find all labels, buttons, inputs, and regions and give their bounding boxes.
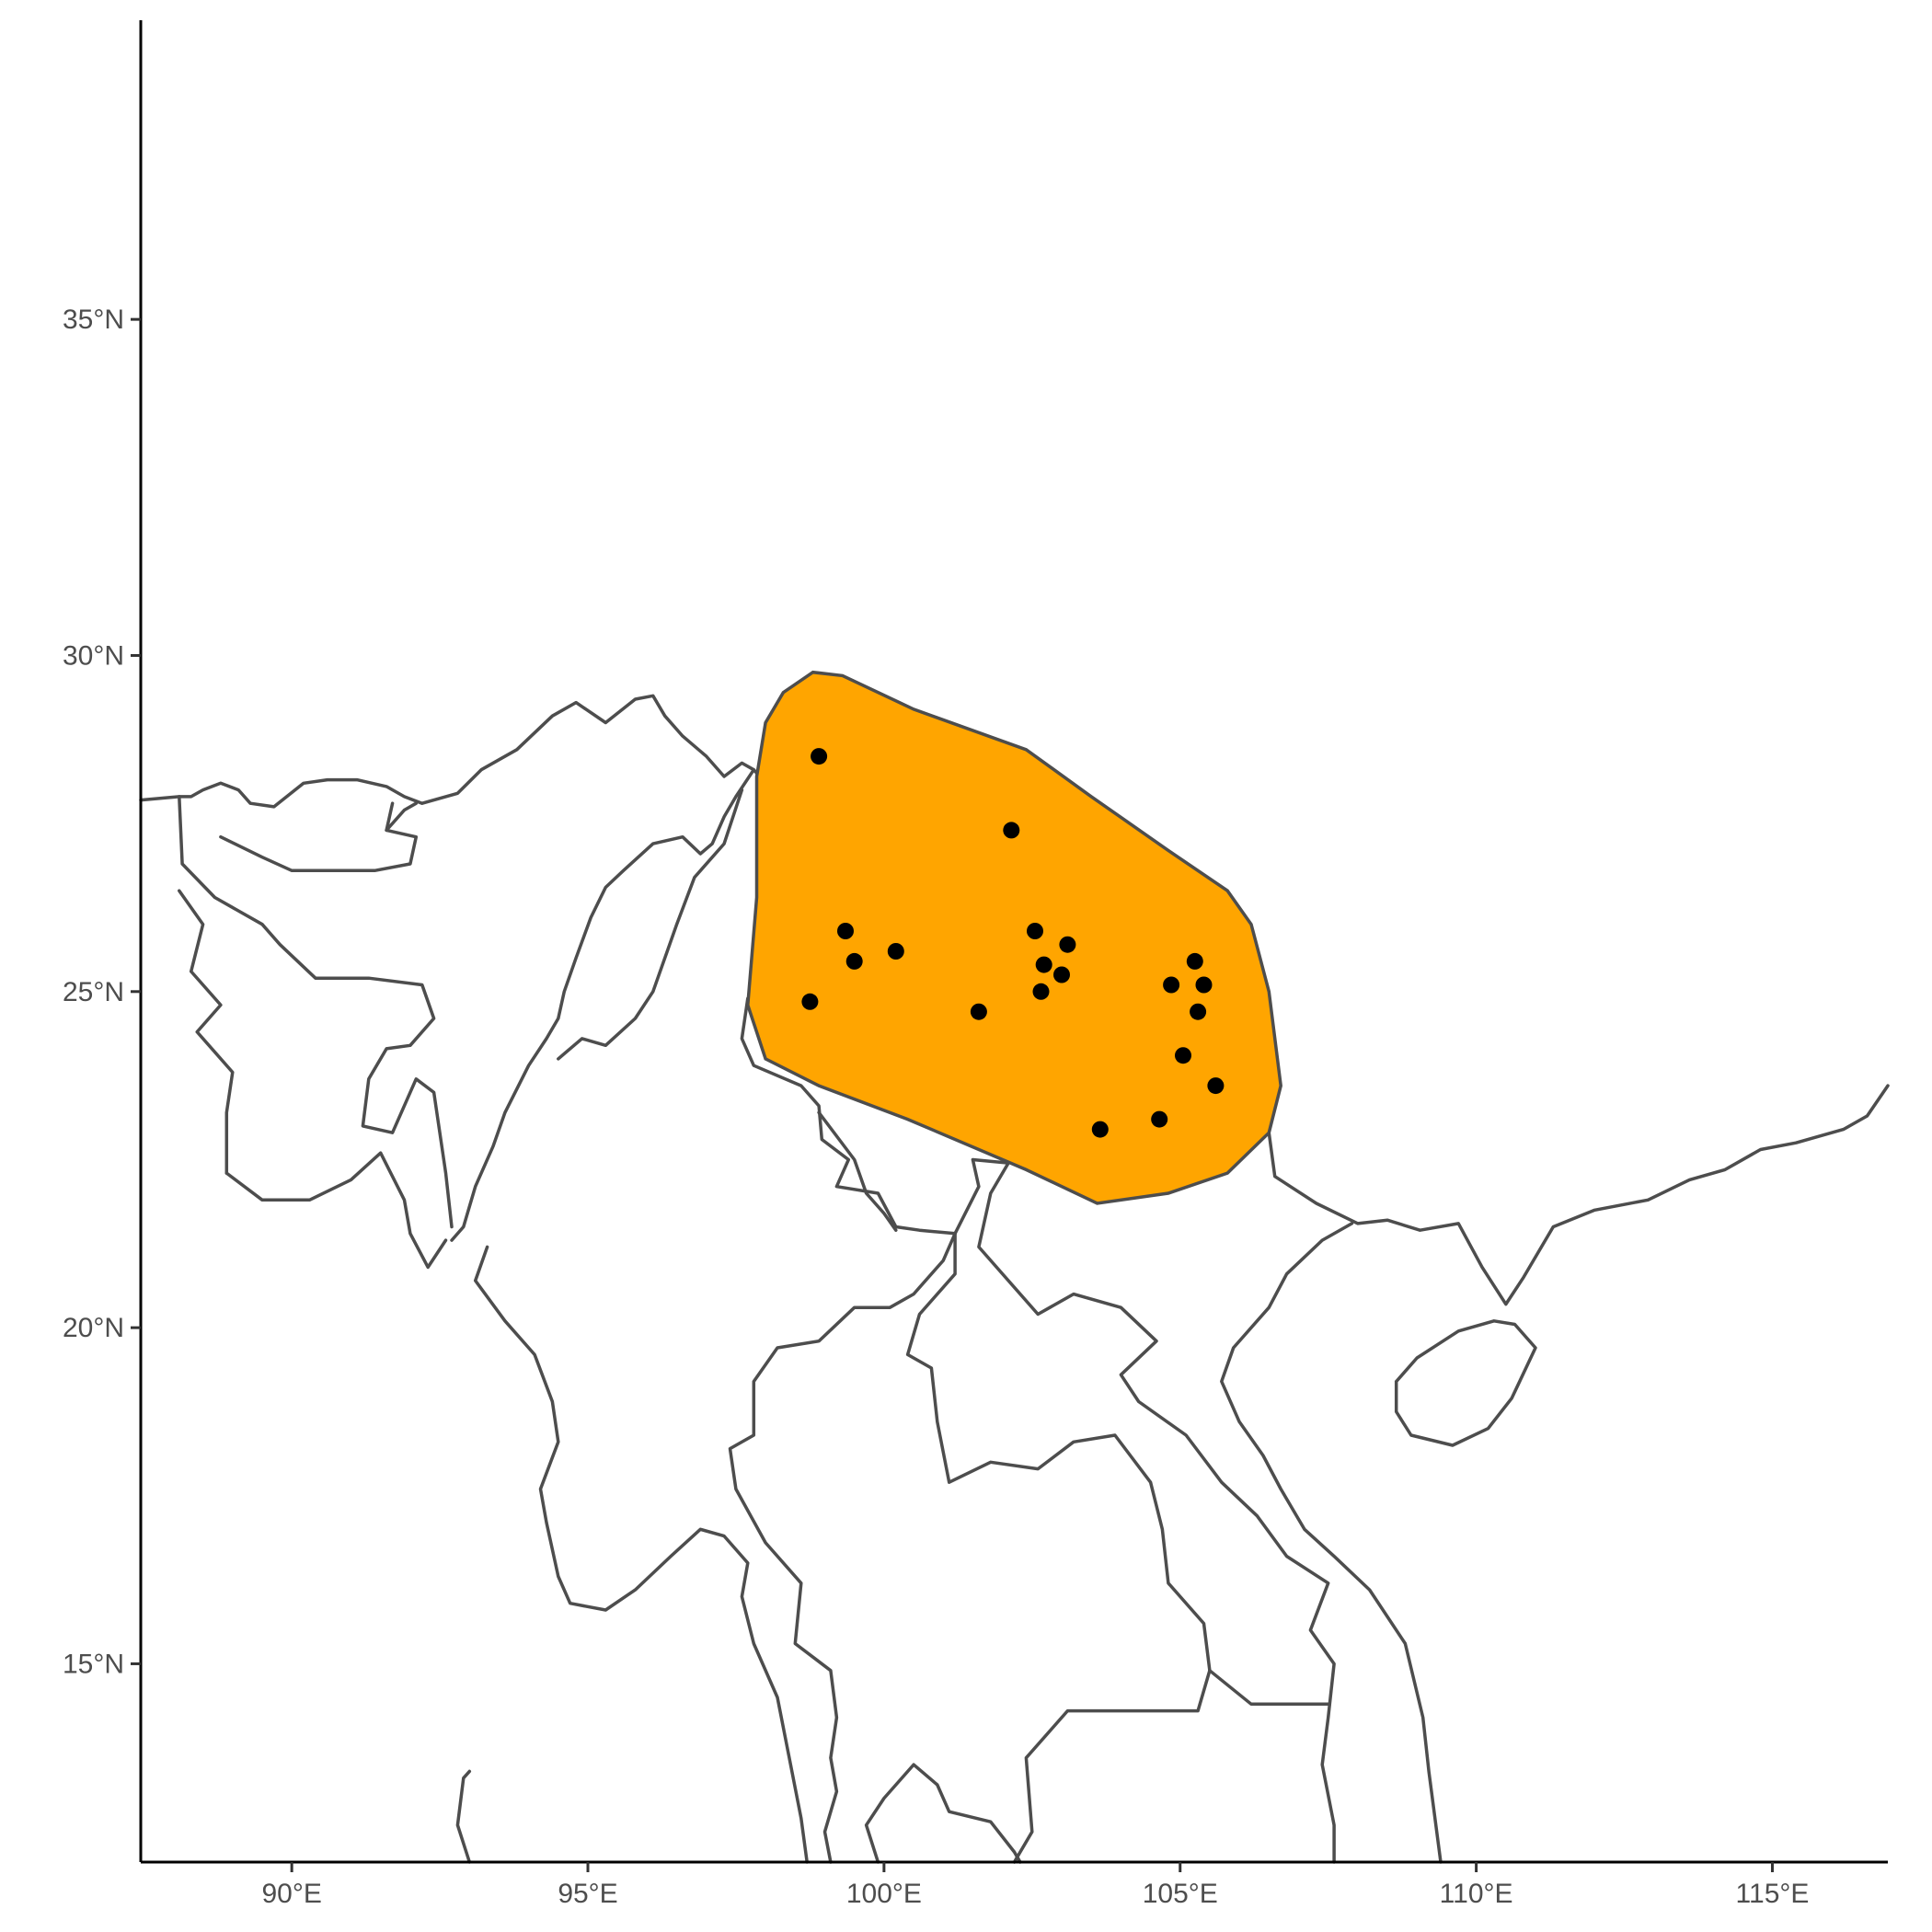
occurrence-point bbox=[1195, 976, 1213, 994]
occurrence-point bbox=[1059, 936, 1076, 953]
country-border bbox=[557, 788, 744, 1061]
country-border bbox=[728, 1232, 957, 1864]
y-tick-label: 25°N bbox=[63, 977, 124, 1007]
occurrence-point bbox=[1186, 952, 1203, 970]
country-border bbox=[905, 1232, 1212, 1864]
occurrence-point bbox=[845, 952, 863, 970]
coastline bbox=[1220, 1222, 1443, 1864]
y-tick-label: 20°N bbox=[63, 1313, 124, 1343]
coastline bbox=[139, 694, 756, 1242]
y-tick-label: 35°N bbox=[63, 305, 124, 335]
occurrence-point bbox=[1035, 956, 1052, 973]
occurrence-point bbox=[1175, 1047, 1191, 1064]
coastline bbox=[455, 1769, 472, 1864]
coastline bbox=[1394, 1319, 1537, 1447]
occurrence-points bbox=[801, 748, 1225, 1138]
country-border bbox=[817, 1110, 898, 1232]
occurrence-point bbox=[1032, 983, 1050, 1000]
country-outlines bbox=[139, 694, 1890, 1864]
occurrence-point bbox=[1053, 966, 1070, 983]
occurrence-point bbox=[1190, 1003, 1207, 1020]
x-axis-ticks: 90°E 95°E 100°E 105°E 110°E 115°E bbox=[261, 1862, 1809, 1909]
country-border bbox=[1208, 1669, 1330, 1707]
x-tick-label: 100°E bbox=[846, 1879, 922, 1909]
occurrence-point bbox=[1207, 1077, 1225, 1095]
occurrence-point bbox=[1003, 822, 1020, 839]
x-tick-label: 110°E bbox=[1440, 1879, 1513, 1909]
occurrence-point bbox=[1151, 1110, 1168, 1128]
occurrence-point bbox=[837, 923, 854, 939]
occurrence-point bbox=[970, 1003, 987, 1020]
x-tick-label: 105°E bbox=[1143, 1879, 1218, 1909]
y-axis-ticks: 15°N 20°N 25°N 30°N 35°N bbox=[63, 305, 141, 1679]
coastline bbox=[864, 1763, 1022, 1864]
country-border bbox=[219, 801, 419, 873]
occurrence-point bbox=[1163, 976, 1180, 994]
y-tick-label: 15°N bbox=[63, 1649, 124, 1679]
occurrence-point bbox=[801, 993, 819, 1010]
x-tick-label: 115°E bbox=[1736, 1879, 1810, 1909]
occurrence-point bbox=[811, 748, 828, 765]
occurrence-point bbox=[1091, 1121, 1109, 1138]
country-border bbox=[224, 1151, 448, 1270]
occurrence-point bbox=[887, 943, 904, 960]
coastline bbox=[473, 1245, 809, 1864]
x-tick-label: 95°E bbox=[558, 1879, 617, 1909]
distribution-range-polygon bbox=[746, 670, 1282, 1205]
occurrence-point bbox=[1027, 923, 1043, 939]
y-tick-label: 30°N bbox=[63, 640, 124, 671]
country-border bbox=[178, 889, 235, 1175]
country-border bbox=[977, 1161, 1336, 1864]
country-border bbox=[385, 801, 419, 833]
x-tick-label: 90°E bbox=[261, 1879, 321, 1909]
country-border bbox=[178, 795, 454, 1229]
